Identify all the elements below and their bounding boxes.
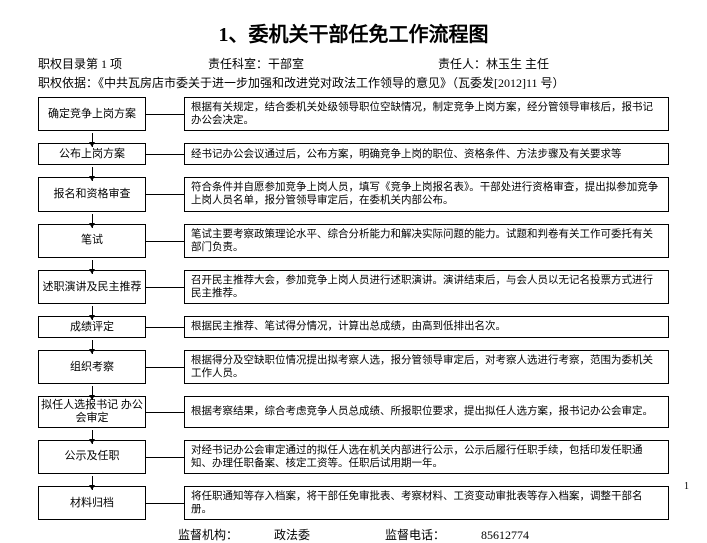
person-value: 林玉生 主任 (486, 57, 549, 71)
step-desc: 召开民主推荐大会，参加竞争上岗人员进行述职演讲。演讲结束后，与会人员以无记名投票… (184, 270, 669, 304)
step-box: 报名和资格审查 (38, 177, 146, 211)
arrow-row (38, 342, 669, 350)
meta-line: 职权目录第 1 项 责任科室：干部室 责任人：林玉生 主任 (38, 55, 669, 72)
flowchart: 确定竞争上岗方案 根据有关规定，结合委机关处级领导职位空缺情况，制定竞争上岗方案，… (38, 97, 669, 520)
connector (146, 440, 184, 474)
connector (146, 316, 184, 338)
footer: 监督机构：政法委 监督电话：85612774 (38, 526, 669, 543)
arrow-row (38, 432, 669, 440)
step-desc: 符合条件并自愿参加竞争上岗人员，填写《竞争上岗报名表》。干部处进行资格审查，提出… (184, 177, 669, 211)
basis-line: 职权依据：《中共瓦房店市委关于进一步加强和改进党对政法工作领导的意见》（瓦委发[… (38, 74, 669, 91)
page-title: 1、委机关干部任免工作流程图 (38, 18, 669, 47)
step-desc: 根据考察结果，综合考虑竞争人员总成绩、所报职位要求，提出拟任人选方案，报书记办公… (184, 396, 669, 427)
meta-person: 责任人：林玉生 主任 (438, 55, 669, 72)
step-desc: 笔试主要考察政策理论水平、综合分析能力和解决实际问题的能力。试题和判卷有关工作可… (184, 224, 669, 258)
connector (146, 143, 184, 165)
flow-row: 述职演讲及民主推荐 召开民主推荐大会，参加竞争上岗人员进行述职演讲。演讲结束后，与… (38, 270, 669, 304)
connector (146, 350, 184, 384)
step-desc: 经书记办公会议通过后，公布方案，明确竞争上岗的职位、资格条件、方法步骤及有关要求… (184, 143, 669, 165)
flow-row: 拟任人选报书记 办公会审定 根据考察结果，综合考虑竞争人员总成绩、所报职位要求，提… (38, 396, 669, 427)
flow-row: 笔试 笔试主要考察政策理论水平、综合分析能力和解决实际问题的能力。试题和判卷有关工… (38, 224, 669, 258)
step-desc: 根据得分及空缺职位情况提出拟考察人选，报分管领导审定后，对考察人选进行考察，范围… (184, 350, 669, 384)
step-desc: 将任职通知等存入档案，将干部任免审批表、考察材料、工资变动审批表等存入档案，调整… (184, 486, 669, 520)
dept-value: 干部室 (268, 57, 304, 71)
flow-row: 公布上岗方案 经书记办公会议通过后，公布方案，明确竞争上岗的职位、资格条件、方法步… (38, 143, 669, 165)
meta-item: 职权目录第 1 项 (38, 55, 208, 72)
connector (146, 224, 184, 258)
arrow-row (38, 169, 669, 177)
dept-label: 责任科室： (208, 57, 268, 71)
flow-row: 组织考察 根据得分及空缺职位情况提出拟考察人选，报分管领导审定后，对考察人选进行考… (38, 350, 669, 384)
supervise-tel: 监督电话：85612774 (367, 528, 547, 542)
person-label: 责任人： (438, 57, 486, 71)
step-box: 公布上岗方案 (38, 143, 146, 165)
step-box: 公示及任职 (38, 440, 146, 474)
arrow-row (38, 388, 669, 396)
step-box: 述职演讲及民主推荐 (38, 270, 146, 304)
arrow-row (38, 308, 669, 316)
step-box: 笔试 (38, 224, 146, 258)
flow-row: 材料归档 将任职通知等存入档案，将干部任免审批表、考察材料、工资变动审批表等存入档… (38, 486, 669, 520)
step-desc: 对经书记办公会审定通过的拟任人选在机关内部进行公示，公示后履行任职手续，包括印发… (184, 440, 669, 474)
step-box: 确定竞争上岗方案 (38, 97, 146, 131)
connector (146, 270, 184, 304)
step-box: 组织考察 (38, 350, 146, 384)
flow-row: 公示及任职 对经书记办公会审定通过的拟任人选在机关内部进行公示，公示后履行任职手续… (38, 440, 669, 474)
flow-row: 报名和资格审查 符合条件并自愿参加竞争上岗人员，填写《竞争上岗报名表》。干部处进行… (38, 177, 669, 211)
connector (146, 486, 184, 520)
step-desc: 根据民主推荐、笔试得分情况，计算出总成绩，由高到低排出名次。 (184, 316, 669, 338)
connector (146, 396, 184, 427)
flow-row: 成绩评定 根据民主推荐、笔试得分情况，计算出总成绩，由高到低排出名次。 (38, 316, 669, 338)
connector (146, 97, 184, 131)
arrow-row (38, 216, 669, 224)
meta-dept: 责任科室：干部室 (208, 55, 438, 72)
arrow-row (38, 478, 669, 486)
arrow-row (38, 262, 669, 270)
flow-row: 确定竞争上岗方案 根据有关规定，结合委机关处级领导职位空缺情况，制定竞争上岗方案，… (38, 97, 669, 131)
page-number: 1 (684, 481, 689, 492)
step-box: 材料归档 (38, 486, 146, 520)
arrow-row (38, 135, 669, 143)
supervise-org: 监督机构：政法委 (160, 528, 328, 542)
connector (146, 177, 184, 211)
step-desc: 根据有关规定，结合委机关处级领导职位空缺情况，制定竞争上岗方案，经分管领导审核后… (184, 97, 669, 131)
step-box: 拟任人选报书记 办公会审定 (38, 396, 146, 427)
step-box: 成绩评定 (38, 316, 146, 338)
